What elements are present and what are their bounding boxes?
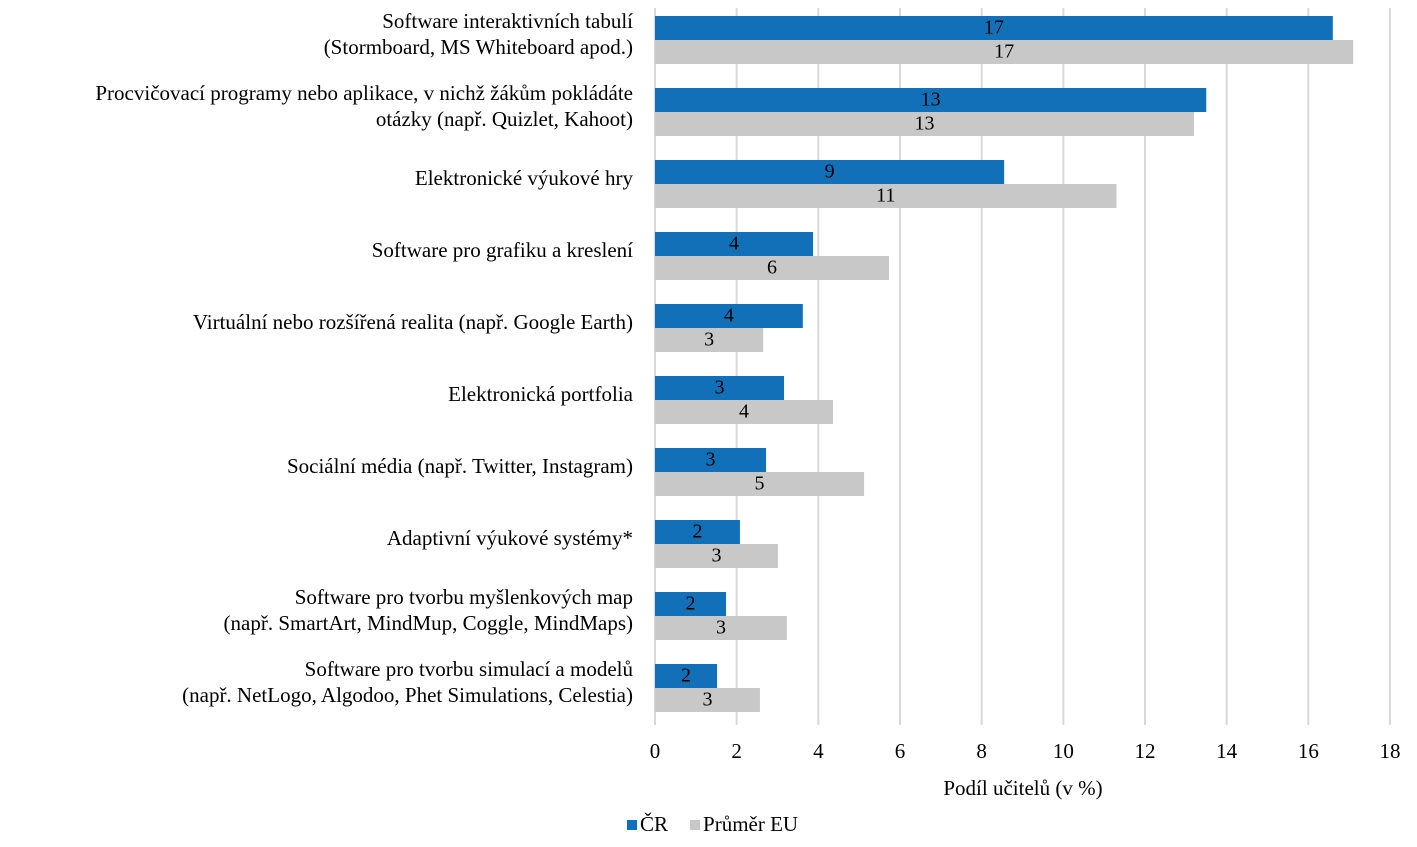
bar bbox=[655, 184, 1117, 208]
category-label: Elektronická portfolia bbox=[448, 382, 634, 406]
bar bbox=[655, 688, 760, 712]
value-label: 17 bbox=[984, 17, 1004, 39]
x-tick-label: 18 bbox=[1380, 739, 1401, 763]
category-label: Elektronické výukové hry bbox=[415, 166, 634, 190]
value-label: 5 bbox=[755, 473, 765, 495]
bar bbox=[655, 472, 865, 496]
value-label: 11 bbox=[876, 185, 895, 207]
bar bbox=[655, 112, 1194, 136]
category-label: Software pro grafiku a kreslení bbox=[372, 238, 633, 262]
value-label: 6 bbox=[767, 257, 777, 279]
value-label: 4 bbox=[724, 305, 734, 327]
x-tick-label: 14 bbox=[1216, 739, 1238, 763]
value-label: 13 bbox=[921, 89, 941, 111]
value-label: 4 bbox=[739, 401, 749, 423]
value-label: 3 bbox=[716, 617, 726, 639]
category-label: Adaptivní výukové systémy* bbox=[387, 526, 633, 550]
bar bbox=[655, 376, 785, 400]
bar bbox=[655, 16, 1333, 40]
bar bbox=[655, 304, 803, 328]
bar bbox=[655, 160, 1005, 184]
category-label: Sociální média (např. Twitter, Instagram… bbox=[287, 454, 633, 478]
category-label: Virtuální nebo rozšířená realita (např. … bbox=[193, 310, 633, 334]
bar bbox=[655, 232, 814, 256]
value-label: 2 bbox=[681, 665, 691, 687]
x-tick-label: 2 bbox=[731, 739, 742, 763]
value-label: 3 bbox=[704, 329, 714, 351]
legend-swatch bbox=[690, 820, 701, 830]
bar bbox=[655, 88, 1207, 112]
x-tick-label: 8 bbox=[976, 739, 987, 763]
bar bbox=[655, 256, 889, 280]
category-label: otázky (např. Quizlet, Kahoot) bbox=[376, 107, 633, 131]
bar bbox=[655, 400, 834, 424]
x-tick-label: 0 bbox=[650, 739, 661, 763]
bar bbox=[655, 520, 740, 544]
bar bbox=[655, 328, 764, 352]
bar bbox=[655, 664, 718, 688]
x-tick-label: 4 bbox=[813, 739, 824, 763]
x-tick-label: 6 bbox=[895, 739, 906, 763]
category-label: (např. SmartArt, MindMup, Coggle, MindMa… bbox=[224, 611, 633, 635]
category-label: (např. NetLogo, Algodoo, Phet Simulation… bbox=[182, 683, 633, 707]
value-label: 2 bbox=[686, 593, 696, 615]
value-label: 2 bbox=[692, 521, 702, 543]
value-label: 9 bbox=[825, 161, 835, 183]
value-label: 3 bbox=[715, 377, 725, 399]
x-axis-title: Podíl učitelů (v %) bbox=[943, 776, 1102, 800]
x-tick-label: 16 bbox=[1298, 739, 1319, 763]
value-label: 3 bbox=[702, 689, 712, 711]
bar bbox=[655, 448, 767, 472]
category-label: Software pro tvorbu myšlenkových map bbox=[295, 585, 633, 609]
value-label: 4 bbox=[729, 233, 739, 255]
value-label: 13 bbox=[915, 113, 935, 135]
x-tick-label: 10 bbox=[1053, 739, 1074, 763]
category-label: Software interaktivních tabulí bbox=[382, 9, 633, 33]
legend-label: Průměr EU bbox=[703, 812, 798, 836]
legend-label: ČR bbox=[640, 812, 668, 836]
category-label: (Stormboard, MS Whiteboard apod.) bbox=[324, 35, 633, 59]
legend-swatch bbox=[627, 820, 637, 830]
bar bbox=[655, 40, 1354, 64]
bar bbox=[655, 592, 727, 616]
value-label: 17 bbox=[994, 41, 1014, 63]
category-label: Procvičovací programy nebo aplikace, v n… bbox=[95, 81, 633, 105]
bar bbox=[655, 544, 778, 568]
value-label: 3 bbox=[706, 449, 716, 471]
category-label: Software pro tvorbu simulací a modelů bbox=[305, 657, 634, 681]
bar bbox=[655, 616, 787, 640]
value-label: 3 bbox=[711, 545, 721, 567]
x-tick-label: 12 bbox=[1135, 739, 1156, 763]
